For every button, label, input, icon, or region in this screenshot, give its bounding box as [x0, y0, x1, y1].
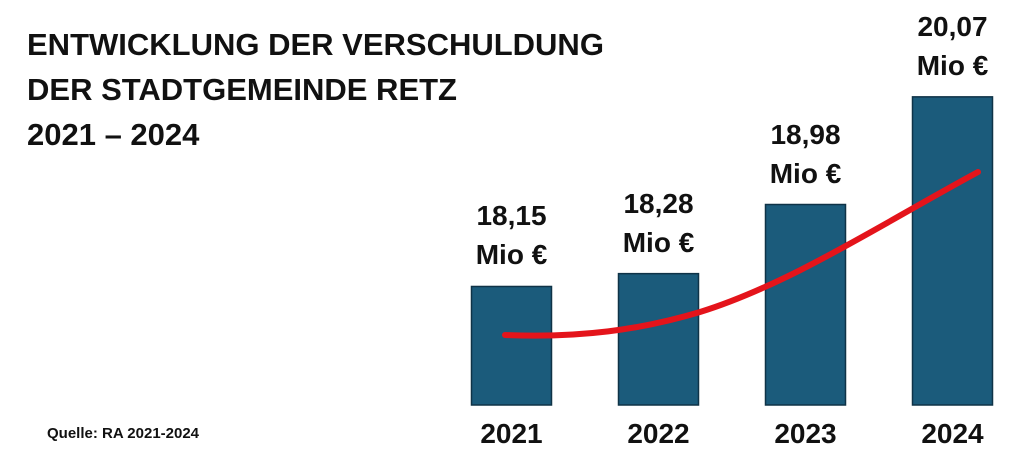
bar [470, 285, 553, 406]
value-label: 18,98 Mio € [769, 118, 842, 189]
x-tick-label: 2023 [774, 418, 837, 449]
bar [764, 203, 847, 406]
x-tick-label: 2024 [921, 418, 984, 449]
value-label: 18,15 Mio € [475, 200, 548, 271]
value-label: 20,07 Mio € [916, 10, 989, 81]
source-note: Quelle: RA 2021-2024 [47, 425, 200, 442]
chart-subtitle: 2021 – 2024 [27, 117, 200, 152]
value-label: 18,28 Mio € [622, 187, 695, 258]
chart-title: ENTWICKLUNG DER VERSCHULDUNG DER STADTGE… [27, 27, 604, 107]
bar [617, 272, 700, 406]
trend-curve [502, 169, 981, 339]
bar [911, 96, 994, 406]
x-tick-label: 2021 [480, 418, 543, 449]
x-tick-label: 2022 [627, 418, 690, 449]
